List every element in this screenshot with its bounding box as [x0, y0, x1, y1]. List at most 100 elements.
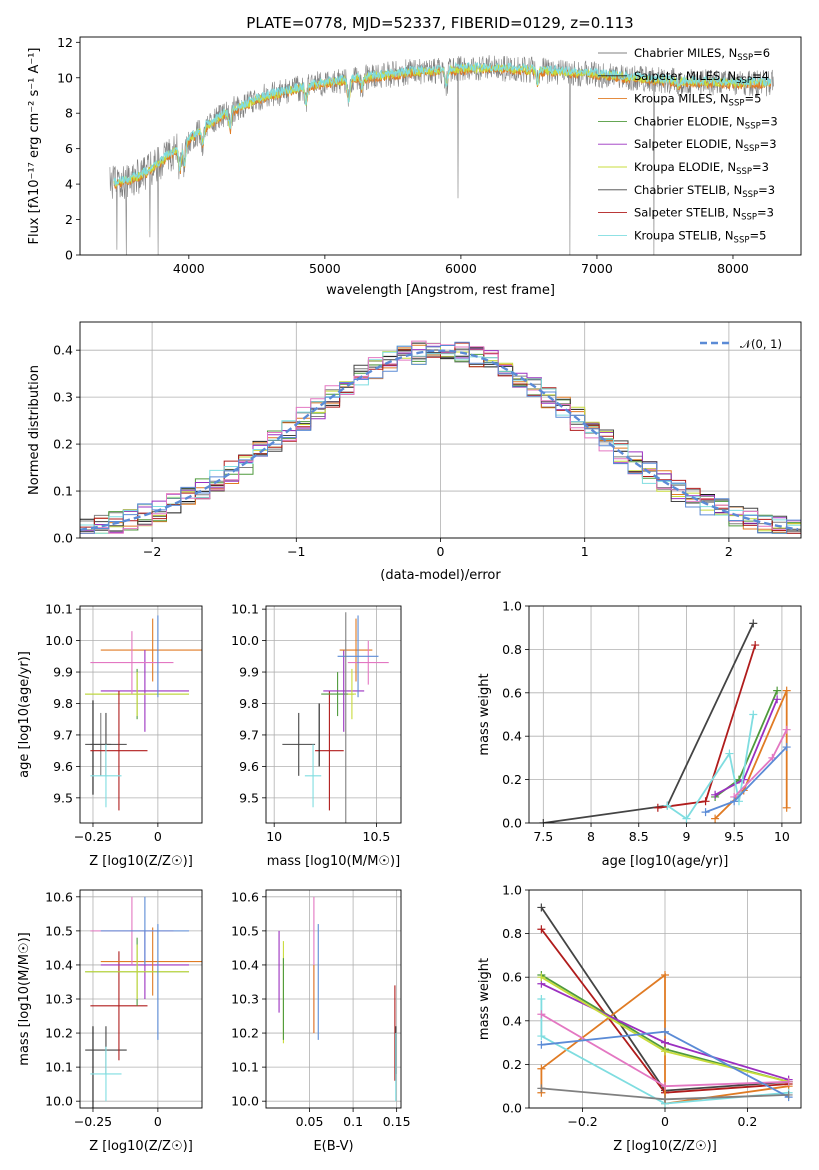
weight-marker — [749, 619, 758, 628]
y-axis-label: mass weight — [477, 958, 492, 1040]
weight-marker — [661, 971, 669, 980]
residual-histogram — [80, 341, 801, 534]
weight-marker — [773, 686, 782, 695]
legend-label: Chabrier STELIB, NSSP=3 — [634, 183, 775, 200]
y-axis-label: Normed distribution — [27, 365, 42, 495]
y-tick-label: 10.2 — [231, 1026, 259, 1041]
y-axis-label: age [log10(age/yr)] — [17, 651, 32, 778]
y-tick-label: 10.0 — [231, 1094, 259, 1109]
y-tick-label: 0.6 — [502, 685, 522, 700]
x-tick-label: −2 — [143, 544, 161, 559]
y-tick-label: 10.4 — [45, 957, 73, 972]
figure-title: PLATE=0778, MJD=52337, FIBERID=0129, z=0… — [246, 14, 633, 32]
x-tick-label: 10 — [266, 829, 282, 844]
legend-label: Kroupa ELODIE, NSSP=3 — [634, 160, 769, 177]
x-tick-label: 0 — [154, 1114, 162, 1129]
y-tick-label: 0.8 — [502, 926, 522, 941]
legend-label: Kroupa STELIB, NSSP=5 — [634, 228, 766, 245]
x-axis-label: E(B-V) — [313, 1139, 353, 1154]
weight-marker — [661, 1082, 669, 1091]
y-tick-label: 1.0 — [502, 883, 522, 898]
y-tick-label: 9.5 — [53, 790, 73, 805]
x-tick-label: 0 — [661, 1114, 669, 1129]
y-tick-label: 0.4 — [502, 729, 522, 744]
legend-label: Salpeter STELIB, NSSP=3 — [634, 206, 774, 223]
weight-marker — [773, 695, 782, 704]
legend-label: Salpeter ELODIE, NSSP=3 — [634, 137, 777, 154]
y-tick-label: 9.5 — [239, 790, 259, 805]
axes-frame — [79, 605, 203, 824]
y-tick-label: 8 — [65, 106, 73, 121]
axes-frame — [528, 889, 802, 1109]
weight-marker — [784, 1090, 793, 1099]
weight-marker — [537, 925, 546, 934]
legend-label: Chabrier MILES, NSSP=6 — [634, 46, 770, 63]
x-tick-label: 0.1 — [343, 1114, 363, 1129]
y-tick-label: 0.1 — [53, 484, 73, 499]
plot-area — [537, 903, 793, 1108]
y-tick-label: 9.6 — [53, 759, 73, 774]
plot-layer: 4000 5000 6000 7000 8000024681012wavelength … — [17, 35, 802, 1154]
x-tick-label: 0.2 — [737, 1114, 757, 1129]
x-tick-label: −0.2 — [567, 1114, 597, 1129]
weight-marker — [661, 1027, 669, 1036]
y-axis-label: mass weight — [477, 673, 492, 755]
axes-frame — [79, 321, 802, 539]
y-tick-label: 0.0 — [502, 1101, 522, 1116]
weight-marker — [711, 790, 720, 799]
y-tick-label: 9.9 — [53, 665, 73, 680]
plot-area — [80, 340, 801, 534]
y-tick-label: 1.0 — [502, 599, 522, 614]
weight-marker — [663, 801, 672, 810]
weight-marker — [682, 814, 691, 823]
weight-marker — [537, 1064, 546, 1073]
x-tick-label: 10 — [774, 829, 790, 844]
y-tick-label: 10.1 — [231, 602, 259, 617]
y-tick-label: 10.1 — [45, 602, 73, 617]
axes-frame — [265, 605, 402, 824]
plot-area — [539, 619, 791, 823]
x-tick-label: −0.25 — [74, 1114, 112, 1129]
weight-marker — [782, 686, 791, 695]
plot-area — [278, 896, 397, 1102]
x-tick-label: 7.5 — [533, 829, 553, 844]
x-tick-label: 2 — [725, 544, 733, 559]
y-tick-label: 12 — [57, 35, 73, 50]
plot-area — [85, 615, 202, 811]
y-tick-label: 0.6 — [502, 970, 522, 985]
axes-frame — [79, 889, 203, 1109]
x-axis-label: age [log10(age/yr)] — [602, 854, 729, 869]
y-tick-label: 9.9 — [239, 665, 259, 680]
x-tick-label: −1 — [287, 544, 305, 559]
x-tick-label: 1 — [581, 544, 589, 559]
y-tick-label: 10.3 — [45, 992, 73, 1007]
x-tick-label: 9 — [682, 829, 690, 844]
axes-frame — [265, 889, 402, 1109]
weight-marker — [782, 725, 791, 734]
y-tick-label: 0.0 — [502, 816, 522, 831]
y-tick-label: 10.0 — [45, 633, 73, 648]
x-tick-label: 0.15 — [383, 1114, 411, 1129]
x-axis-label: Z [log10(Z/Z☉)] — [89, 854, 193, 869]
x-tick-label: 8.5 — [629, 829, 649, 844]
y-tick-label: 10.3 — [231, 992, 259, 1007]
x-tick-label: 9.5 — [724, 829, 744, 844]
weight-marker — [537, 995, 546, 1003]
x-axis-label: (data-model)/error — [380, 568, 501, 583]
x-axis-label: Z [log10(Z/Z☉)] — [89, 1139, 193, 1154]
weight-marker — [784, 1077, 793, 1086]
x-tick-label: 0 — [154, 829, 162, 844]
y-tick-label: 0.4 — [502, 1013, 522, 1028]
weight-marker — [782, 743, 791, 752]
y-tick-label: 2 — [65, 212, 73, 227]
y-tick-label: 10.1 — [231, 1060, 259, 1075]
weight-marker — [661, 1095, 669, 1104]
weight-marker — [537, 1032, 546, 1041]
weight-marker — [749, 710, 758, 719]
y-tick-label: 0.4 — [53, 343, 73, 358]
y-tick-label: 0.3 — [53, 390, 73, 405]
legend-label: 𝒩(0, 1) — [740, 337, 782, 351]
y-tick-label: 4 — [65, 177, 73, 192]
axes-frame — [528, 605, 802, 824]
y-tick-label: 10 — [57, 70, 73, 85]
